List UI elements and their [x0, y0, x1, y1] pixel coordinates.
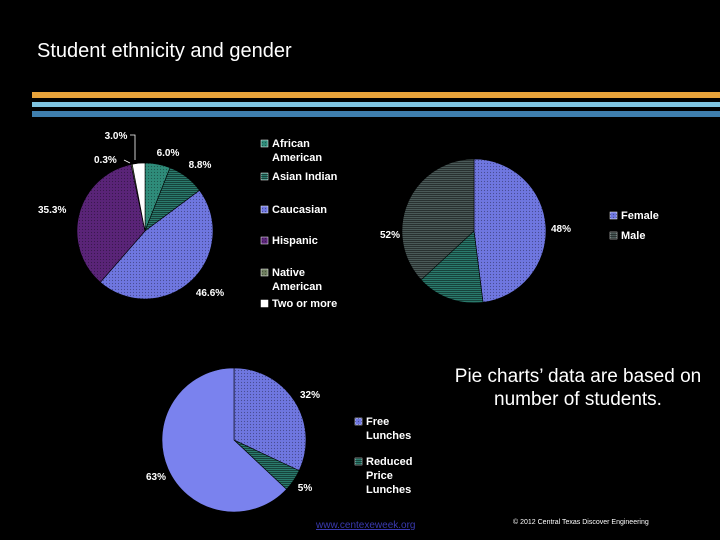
slice-63: [161, 367, 287, 513]
slice-texture-free-lunches: [234, 368, 306, 471]
data-label-male: 52%: [380, 230, 400, 241]
data-label-caucasian: 46.6%: [196, 288, 224, 299]
legend-label-caucasian: Caucasian: [272, 204, 327, 216]
data-label-female: 48%: [551, 224, 571, 235]
legend-swatch-texture-male: [610, 232, 617, 239]
legend-swatch-texture-hispanic: [261, 237, 268, 244]
data-label-free-lunches: 32%: [300, 390, 320, 401]
slice-texture-native-american: [131, 164, 145, 231]
legend-label-free-lunches: Free Lunches: [366, 416, 411, 442]
pie-chart-ethnicity: 6.0% 8.8% 46.6% 35.3% 0.3% 3.0%: [38, 131, 224, 300]
legend-swatch-two-or-more: [260, 299, 269, 308]
footer-website-link[interactable]: www.centexeweek.org: [316, 520, 416, 531]
data-label-hispanic: 35.3%: [38, 205, 66, 216]
legend-label-male: Male: [621, 230, 645, 242]
data-basis-note: Pie charts’ data are based on number of …: [454, 366, 702, 410]
slice-texture-asian-indian: [145, 167, 200, 231]
footer-copyright: © 2012 Central Texas Discover Engineerin…: [513, 519, 649, 526]
legend-gender: Female Male: [609, 210, 659, 242]
pie-chart-gender: 48% 52%: [380, 158, 571, 304]
slice-texture-caucasian: [100, 190, 214, 300]
slice-texture-african-american: [145, 163, 171, 231]
legend-swatch-texture-free-lunches: [355, 418, 362, 425]
data-label-african-american: 6.0%: [157, 148, 180, 159]
data-label-two-or-more: 3.0%: [105, 131, 128, 142]
legend-label-two-or-more: Two or more: [272, 298, 337, 310]
slice-texture-hispanic: [77, 164, 145, 283]
legend-label-reduced-price-lunches: Reduced Price Lunches: [366, 456, 412, 496]
legend-swatch-texture-reduced-price-lunches: [355, 458, 362, 465]
accent-rule-blue: [32, 111, 720, 117]
legend-swatch-texture-native-american: [261, 269, 268, 276]
slide-title: Student ethnicity and gender: [37, 40, 292, 62]
legend-label-african-american: African American: [272, 138, 322, 164]
leader-line-two-or-more: [130, 134, 136, 160]
legend-swatch-texture-caucasian: [261, 206, 268, 213]
slice-texture-reduced-price-lunches: [234, 440, 300, 490]
accent-rule-light-blue: [32, 102, 720, 107]
data-label-reduced-price-lunches: 5%: [298, 483, 313, 494]
legend-swatch-texture-african-american: [261, 140, 268, 147]
leader-line-native-american: [123, 159, 131, 164]
legend-lunch: Free Lunches Reduced Price Lunches: [354, 416, 412, 496]
data-label-native-american: 0.3%: [94, 155, 117, 166]
slice-texture-female: [474, 159, 547, 303]
legend-ethnicity: African American Asian Indian Caucasian Hisp…: [260, 138, 338, 310]
legend-label-native-american: Native American: [272, 267, 322, 293]
slice-two-or-more: [131, 162, 146, 232]
pie-chart-lunch: 32% 5% 63%: [146, 367, 320, 513]
accent-rule-orange: [32, 92, 720, 98]
data-label-asian-indian: 8.8%: [189, 160, 212, 171]
legend-label-female: Female: [621, 210, 659, 222]
legend-label-hispanic: Hispanic: [272, 235, 318, 247]
legend-swatch-texture-female: [610, 212, 617, 219]
data-label-63: 63%: [146, 472, 166, 483]
legend-swatch-texture-asian-indian: [261, 173, 268, 180]
slice-male-teal-texture: [421, 231, 484, 303]
legend-label-asian-indian: Asian Indian: [272, 171, 338, 183]
